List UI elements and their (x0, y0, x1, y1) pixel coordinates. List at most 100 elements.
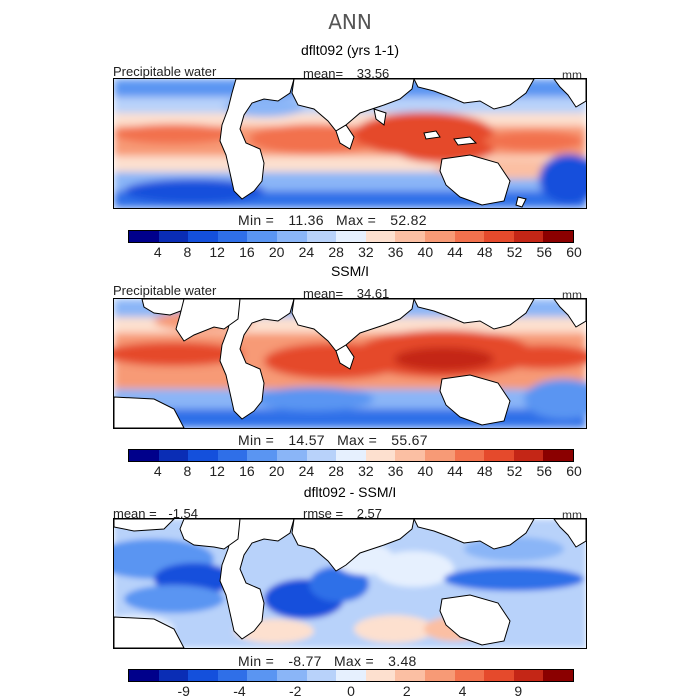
panel2-max-label: Max = (337, 432, 378, 448)
panel2-colorbar (128, 449, 574, 462)
colorbar-tick-label: 20 (268, 244, 285, 260)
colorbar-tick-label: 44 (447, 463, 463, 479)
panel2-variable-label: Precipitable water (113, 283, 217, 298)
panel1-max-value: 52.82 (390, 212, 427, 228)
colorbar-segment (365, 231, 396, 242)
colorbar-segment (129, 450, 159, 461)
colorbar-segment (217, 450, 248, 461)
panel2-land (114, 299, 586, 428)
panel2-mean-text: mean= (303, 286, 344, 301)
colorbar-segment (217, 670, 248, 681)
colorbar-segment (513, 450, 544, 461)
panel2-title: SSM/I (330, 263, 370, 279)
colorbar-tick-label: 9 (514, 683, 523, 699)
colorbar-tick-label: 56 (536, 244, 553, 260)
colorbar-segment (306, 231, 337, 242)
colorbar-tick-label: 32 (358, 463, 374, 479)
panel1-variable-label: Precipitable water (113, 64, 217, 79)
colorbar-segment (454, 450, 485, 461)
colorbar-tick-label: 28 (328, 463, 344, 479)
panel2-mean-label: mean= 34.61 (303, 286, 389, 301)
colorbar-tick-label: 52 (506, 244, 523, 260)
colorbar-segment (336, 450, 366, 461)
panel2-map-svg (114, 299, 586, 428)
panel2-min-value: 14.57 (288, 432, 325, 448)
panel2-minmax: Min = 14.57 Max = 55.67 (238, 432, 428, 448)
colorbar-tick-label: 8 (183, 463, 192, 479)
colorbar-segment (336, 670, 366, 681)
colorbar-segment (158, 670, 189, 681)
colorbar-segment (424, 670, 455, 681)
colorbar-tick-label: -9 (177, 683, 190, 699)
colorbar-tick-label: -4 (233, 683, 246, 699)
panel1-mean-value: 33.56 (356, 66, 390, 81)
colorbar-segment (247, 670, 277, 681)
colorbar-tick-label: 4 (153, 244, 162, 260)
colorbar-tick-label: 24 (298, 244, 315, 260)
colorbar-tick-label: 32 (358, 244, 374, 260)
panel1-map-svg (114, 79, 586, 208)
panel3-min-value: -8.77 (288, 653, 322, 669)
colorbar-tick-label: 40 (417, 463, 434, 479)
panel3-mean-value: -1.54 (168, 506, 198, 521)
panel1-map (113, 78, 587, 209)
colorbar-tick-label: 12 (209, 244, 225, 260)
colorbar-segment (276, 670, 307, 681)
colorbar-segment (454, 670, 485, 681)
colorbar-segment (513, 231, 544, 242)
colorbar-segment (395, 231, 425, 242)
colorbar-segment (395, 670, 425, 681)
panel3-minmax: Min = -8.77 Max = 3.48 (238, 653, 417, 669)
panel3-max-label: Max = (333, 653, 374, 669)
colorbar-tick-label: 12 (209, 463, 225, 479)
panel2-min-label: Min = (238, 432, 275, 448)
colorbar-tick-label: 28 (328, 244, 344, 260)
panel1-land (219, 79, 586, 208)
colorbar-tick-label: 48 (477, 463, 493, 479)
panel1-colorbar (128, 230, 574, 243)
panel3-mean-label: mean = -1.54 (113, 506, 198, 521)
colorbar-tick-label: 44 (447, 244, 463, 260)
colorbar-segment (188, 670, 218, 681)
panel1-min-value: 11.36 (288, 212, 324, 228)
panel1-minmax: Min = 11.36 Max = 52.82 (238, 212, 427, 228)
colorbar-tick-label: 0 (347, 683, 355, 699)
panel3-rmse-label: rmse = 2.57 (303, 506, 382, 521)
colorbar-tick-label: 60 (566, 244, 582, 260)
panel1-max-label: Max = (336, 212, 377, 228)
colorbar-segment (129, 670, 159, 681)
panel2-map (113, 298, 587, 429)
colorbar-segment (454, 231, 485, 242)
colorbar-segment (365, 670, 396, 681)
colorbar-tick-label: 36 (387, 244, 404, 260)
colorbar-tick-label: 40 (417, 244, 434, 260)
colorbar-tick-label: 52 (506, 463, 523, 479)
colorbar-segment (543, 231, 573, 242)
colorbar-tick-label: 2 (402, 683, 411, 699)
colorbar-tick-label: 24 (298, 463, 315, 479)
colorbar-segment (188, 231, 218, 242)
panel3-rmse-value: 2.57 (356, 506, 383, 521)
colorbar-segment (247, 450, 277, 461)
colorbar-segment (306, 670, 337, 681)
colorbar-segment (336, 231, 366, 242)
colorbar-segment (513, 670, 544, 681)
panel2-max-value: 55.67 (391, 432, 428, 448)
colorbar-tick-label: 20 (268, 463, 285, 479)
colorbar-tick-label: 4 (153, 463, 162, 479)
panel3-map-svg (114, 519, 586, 648)
panel2-mean-value: 34.61 (356, 286, 390, 301)
colorbar-tick-label: 8 (183, 244, 192, 260)
panel1-title: dflt092 (yrs 1-1) (300, 42, 400, 58)
colorbar-segment (395, 450, 425, 461)
colorbar-segment (276, 231, 307, 242)
colorbar-segment (543, 450, 573, 461)
panel1-min-label: Min = (238, 212, 275, 228)
colorbar-segment (217, 231, 248, 242)
colorbar-segment (424, 231, 455, 242)
colorbar-segment (129, 231, 159, 242)
colorbar-tick-label: -2 (289, 683, 302, 699)
colorbar-segment (306, 450, 337, 461)
panel3-colorbar (128, 669, 574, 682)
colorbar-tick-label: 16 (239, 244, 255, 260)
